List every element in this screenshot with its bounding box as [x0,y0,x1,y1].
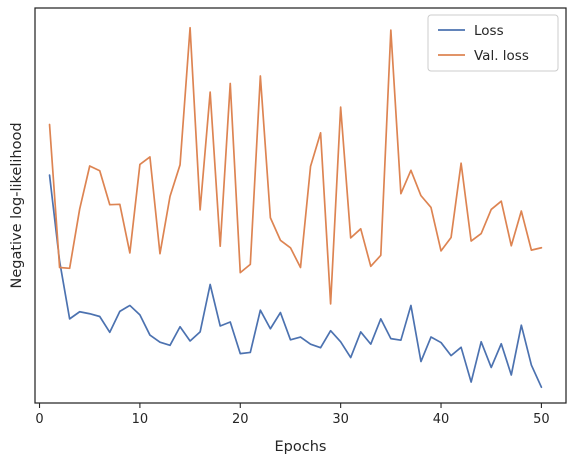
legend-label: Loss [474,23,504,39]
x-tick-label: 40 [433,412,450,427]
series-layer [48,26,543,389]
y-axis-title: Negative log-likelihood [9,122,25,288]
legend-box [427,14,559,72]
series-line-1 [48,174,543,389]
axes-frame [34,7,567,404]
series-line-2 [48,26,543,305]
x-tick-label: 20 [232,412,249,427]
x-tick-label: 50 [533,412,550,427]
x-axis-ticks: 0 10 20 30 40 50 [35,403,550,427]
x-tick-label: 30 [332,412,349,427]
x-tick-label: 0 [35,412,43,427]
legend-label: Val. loss [474,48,529,64]
legend: Loss Val. loss [427,14,559,72]
x-axis-title: Epochs [275,439,327,455]
x-tick-label: 10 [132,412,149,427]
